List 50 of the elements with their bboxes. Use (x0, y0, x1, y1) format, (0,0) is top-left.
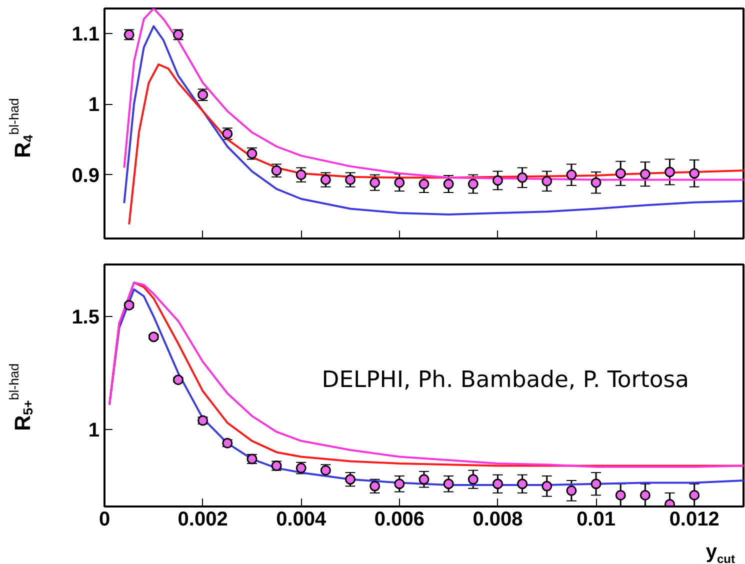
point (320, 174, 331, 186)
point (492, 478, 503, 490)
y-tick-label: 0.9 (72, 164, 100, 187)
point (664, 166, 676, 178)
point (443, 178, 454, 190)
y-tick-label: 1.1 (72, 23, 100, 46)
y-tick-label: 1 (88, 420, 100, 442)
point (615, 490, 626, 500)
point (124, 300, 134, 310)
point (640, 490, 650, 500)
point (172, 374, 184, 386)
point (370, 480, 380, 492)
y-tick-label: 1.5 (72, 306, 100, 329)
point (517, 172, 528, 183)
annotation: DELPHI, Ph. Bambade, P. Tortosa (322, 366, 689, 393)
point (566, 170, 577, 180)
point (492, 175, 503, 186)
point (148, 332, 159, 342)
x-tick-label: 0.004 (276, 508, 328, 530)
point (418, 178, 430, 190)
point (542, 480, 552, 492)
x-tick-label: 0.012 (669, 508, 720, 530)
point (394, 478, 405, 490)
point (370, 177, 380, 188)
x-tick-label: 0.006 (374, 508, 424, 530)
point (615, 168, 626, 179)
point (468, 474, 478, 485)
point (689, 490, 700, 500)
point (590, 177, 602, 188)
point (345, 474, 356, 485)
point (640, 168, 650, 180)
x-tick-label: 0.002 (178, 508, 228, 530)
point (566, 485, 577, 496)
point (394, 177, 405, 188)
y-tick-label: 1 (88, 94, 100, 116)
point (517, 478, 528, 490)
point (542, 176, 552, 186)
point (590, 478, 602, 490)
point (418, 474, 430, 485)
x-tick-label: 0.008 (472, 508, 523, 530)
point (689, 168, 700, 179)
point (296, 170, 306, 180)
line-series (128, 63, 744, 226)
point (443, 478, 454, 490)
x-tick-label: 0 (98, 508, 110, 530)
line-series (123, 25, 744, 216)
x-tick-label: 0.01 (576, 508, 616, 530)
point (345, 174, 356, 186)
x-axis-title: y$_{cut}$ (706, 540, 735, 564)
point (468, 178, 478, 190)
